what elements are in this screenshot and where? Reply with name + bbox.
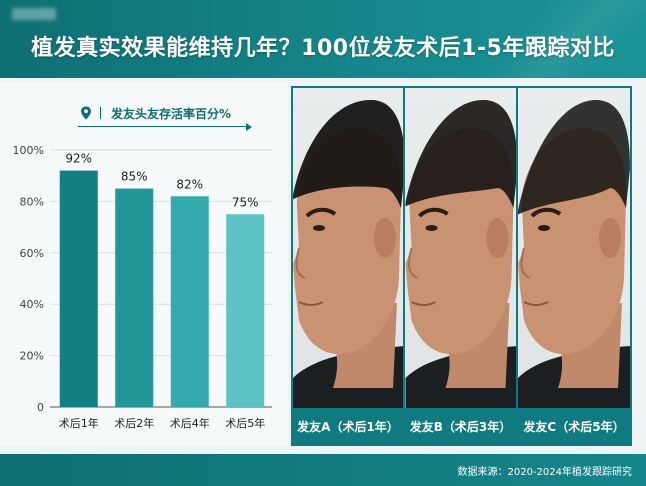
patient-a-photo xyxy=(293,99,403,408)
y-tick-label: 100% xyxy=(13,144,44,157)
patient-b-photo xyxy=(405,99,516,408)
bar-value-label: 75% xyxy=(232,195,259,209)
hair xyxy=(405,99,516,208)
y-tick-label: 40% xyxy=(20,298,44,311)
page-title: 植发真实效果能维持几年？100位发友术后1-5年跟踪对比 xyxy=(31,36,615,61)
y-tick-label: 60% xyxy=(20,247,44,260)
footer-banner: 数据来源：2020-2024年植发跟踪研究 xyxy=(0,454,646,486)
data-source: 数据来源：2020-2024年植发跟踪研究 xyxy=(457,467,632,478)
bar-chart: 0 20% 40% 60% 80% 100% 92% 术后1年 85% 术后2年 82% 术后4年 75… xyxy=(13,144,272,430)
photo-comparison: 发友A（术后1年） 发友B（术后3年） 发友C（术后5年） xyxy=(291,86,632,446)
caption-patient-c: 发友C（术后5年） xyxy=(518,408,630,444)
nose xyxy=(295,247,306,279)
nose xyxy=(408,247,418,279)
bar xyxy=(226,214,265,407)
arrow-right-icon xyxy=(246,123,252,131)
hair xyxy=(293,99,403,208)
x-tick-label: 术后5年 xyxy=(225,416,265,430)
bar xyxy=(59,170,98,407)
x-tick-label: 术后1年 xyxy=(59,416,99,430)
x-tick-label: 术后2年 xyxy=(114,416,154,430)
eyebrow xyxy=(418,207,449,218)
photo-patient-a: 发友A（术后1年） xyxy=(293,88,405,444)
ear xyxy=(599,218,621,258)
photo-patient-c: 发友C（术后5年） xyxy=(518,88,630,444)
header-banner: 植发真实效果能维持几年？100位发友术后1-5年跟踪对比 xyxy=(0,0,646,78)
mouth xyxy=(298,301,324,306)
mouth xyxy=(411,301,436,306)
y-tick-label: 20% xyxy=(20,350,44,363)
bar xyxy=(115,188,154,407)
blurred-watermark xyxy=(12,8,56,20)
mouth xyxy=(523,301,549,306)
caption-patient-a: 发友A（术后1年） xyxy=(293,408,403,444)
ear xyxy=(486,218,509,258)
ear xyxy=(374,218,396,258)
chart-legend: 发友头友存活率百分% xyxy=(80,104,231,122)
nose xyxy=(520,247,531,279)
bar xyxy=(170,196,209,407)
patient-c-photo xyxy=(518,99,630,408)
eyebrow xyxy=(530,207,562,218)
eyebrow xyxy=(305,207,337,218)
hair xyxy=(518,99,630,215)
bar-value-label: 82% xyxy=(176,177,203,191)
x-tick-label: 术后4年 xyxy=(170,416,210,430)
bar-value-label: 92% xyxy=(65,152,92,166)
eye xyxy=(313,225,325,231)
legend-separator xyxy=(100,107,101,119)
chart-panel: 发友头友存活率百分% 0 20% 40% 60% 80% 100% 92% 术后1年 85% 术后… xyxy=(0,82,288,446)
legend-label: 发友头友存活率百分% xyxy=(111,106,232,121)
eye xyxy=(538,225,550,231)
y-tick-label: 0 xyxy=(37,401,44,414)
location-pin-icon xyxy=(81,106,91,120)
bar-value-label: 85% xyxy=(121,170,148,184)
caption-patient-b: 发友B（术后3年） xyxy=(405,408,516,444)
photo-patient-b: 发友B（术后3年） xyxy=(405,88,518,444)
y-tick-label: 80% xyxy=(20,195,44,208)
legend-underline xyxy=(78,126,250,127)
eye xyxy=(425,225,438,231)
